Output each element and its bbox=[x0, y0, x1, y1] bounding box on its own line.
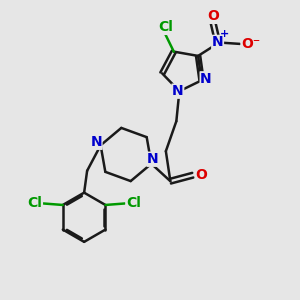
Text: Cl: Cl bbox=[28, 196, 42, 211]
Text: N: N bbox=[147, 152, 159, 166]
Text: N: N bbox=[212, 35, 224, 50]
Text: Cl: Cl bbox=[126, 196, 141, 211]
Text: Cl: Cl bbox=[159, 20, 173, 34]
Text: +: + bbox=[220, 29, 229, 39]
Text: O⁻: O⁻ bbox=[241, 37, 260, 51]
Text: N: N bbox=[200, 72, 212, 86]
Text: N: N bbox=[90, 135, 102, 149]
Text: N: N bbox=[172, 84, 184, 98]
Text: O: O bbox=[207, 9, 219, 23]
Text: O: O bbox=[195, 168, 207, 182]
